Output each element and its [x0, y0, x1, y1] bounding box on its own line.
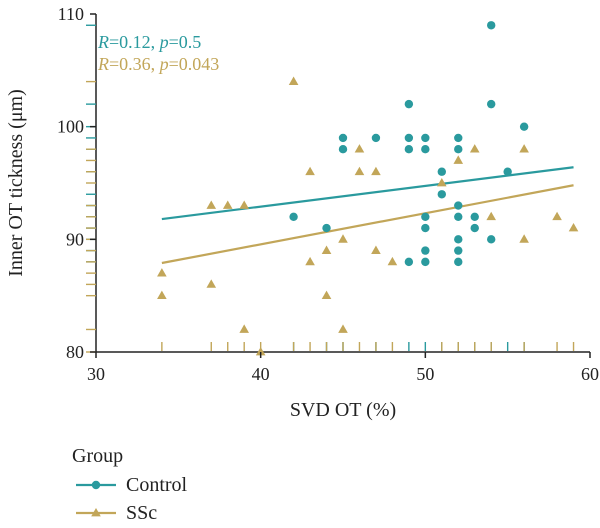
control-data-point — [437, 167, 446, 176]
control-data-point — [454, 133, 463, 143]
ssc-data-point — [469, 144, 480, 153]
control-data-point — [437, 190, 446, 199]
x-tick-label: 50 — [416, 364, 434, 384]
ssc-legend-marker — [91, 507, 101, 517]
ssc-data-point — [239, 200, 249, 209]
control-stat-p-value: =0.5 — [169, 32, 202, 52]
ssc-data-point — [157, 268, 167, 277]
control-data-point — [503, 167, 512, 176]
ssc-data-point — [305, 166, 315, 176]
x-tick-label: 40 — [252, 364, 270, 384]
ssc-data-point — [206, 279, 217, 288]
y-tick-label: 90 — [66, 229, 84, 249]
control-data-point — [421, 212, 430, 221]
control-data-point — [404, 257, 414, 267]
ssc-data-point — [453, 155, 464, 164]
control-data-point — [470, 223, 479, 233]
control-stat-p-label: p — [158, 32, 169, 52]
y-rug — [86, 24, 96, 353]
ssc-legend-label: SSc — [126, 502, 157, 524]
fit-lines — [161, 166, 574, 265]
control-data-point — [322, 223, 331, 233]
control-data-point — [519, 122, 529, 131]
control-data-point — [421, 223, 430, 233]
ssc-data-point — [321, 290, 332, 300]
ssc-stat-p-value: =0.043 — [169, 54, 220, 74]
control-data-point — [404, 145, 414, 154]
ssc-stat-r-value: =0.36, — [109, 54, 160, 74]
ssc-data-point — [321, 245, 332, 254]
control-data-point — [421, 257, 430, 267]
control-data-point — [421, 246, 430, 255]
control-data-point — [404, 133, 414, 143]
ssc-data-point — [288, 76, 299, 85]
control-data-point — [454, 201, 463, 210]
ssc-data-point — [239, 324, 249, 333]
ssc-data-point — [305, 256, 315, 266]
x-axis-title: SVD OT (%) — [290, 399, 396, 421]
y-axis-title: Inner OT tickness (μm) — [5, 89, 27, 277]
ssc-data-point — [206, 200, 217, 209]
ssc-data-point — [519, 144, 529, 153]
control-data-point — [454, 145, 463, 154]
ssc-data-point — [387, 256, 398, 266]
ssc-data-point — [338, 234, 348, 243]
control-data-point — [454, 257, 463, 267]
ssc-data-point — [519, 234, 529, 243]
control-data-point — [454, 235, 463, 244]
control-data-point — [421, 145, 430, 154]
x-tick-label: 30 — [87, 364, 105, 384]
axis-ticks: 30 40 50 60 80 90 100 110 — [57, 4, 599, 384]
ssc-fit-line — [161, 184, 574, 265]
control-fit-line — [161, 166, 574, 221]
y-tick-label: 100 — [57, 117, 84, 137]
ssc-stat-r-label: R — [97, 54, 109, 74]
control-stat-r-value: =0.12, — [109, 32, 160, 52]
control-data-point — [487, 235, 496, 244]
control-data-point — [454, 212, 463, 221]
ssc-stat-label: R=0.36, p=0.043 — [97, 54, 219, 74]
ssc-data-point — [371, 166, 381, 176]
y-tick-label: 80 — [66, 342, 84, 362]
control-stat-r-label: R — [97, 32, 109, 52]
ssc-data-point — [222, 200, 233, 209]
ssc-data-point — [338, 324, 348, 333]
legend: Group Control SSc — [72, 445, 188, 524]
control-data-point — [338, 133, 348, 143]
control-data-point — [470, 212, 479, 221]
control-data-point — [487, 99, 496, 109]
control-data-point — [421, 133, 430, 143]
x-rug — [161, 342, 575, 351]
ssc-data-point — [486, 211, 496, 221]
ssc-stat-p-label: p — [158, 54, 169, 74]
x-tick-label: 60 — [581, 364, 599, 384]
control-data-point — [404, 99, 414, 109]
ssc-data-point — [552, 211, 562, 221]
control-data-point — [371, 133, 381, 143]
ssc-data-point — [354, 166, 365, 176]
control-legend-marker — [91, 480, 101, 490]
control-data-point — [338, 145, 348, 154]
ssc-data-point — [371, 245, 381, 254]
data-points — [157, 21, 579, 356]
legend-title: Group — [72, 445, 123, 467]
plot-area: 30 40 50 60 80 90 100 110 — [57, 4, 599, 384]
control-stat-label: R=0.12, p=0.5 — [97, 32, 201, 52]
ssc-data-point — [568, 223, 579, 232]
legend-items: Control SSc — [76, 474, 188, 524]
y-tick-label: 110 — [58, 4, 84, 24]
control-data-point — [487, 21, 496, 30]
control-data-point — [454, 246, 463, 255]
control-data-point — [289, 212, 298, 221]
ssc-data-point — [255, 346, 266, 356]
ssc-data-point — [157, 290, 167, 300]
ssc-data-point — [354, 144, 365, 153]
control-legend-label: Control — [126, 474, 188, 496]
ssc-data-point — [437, 177, 447, 187]
